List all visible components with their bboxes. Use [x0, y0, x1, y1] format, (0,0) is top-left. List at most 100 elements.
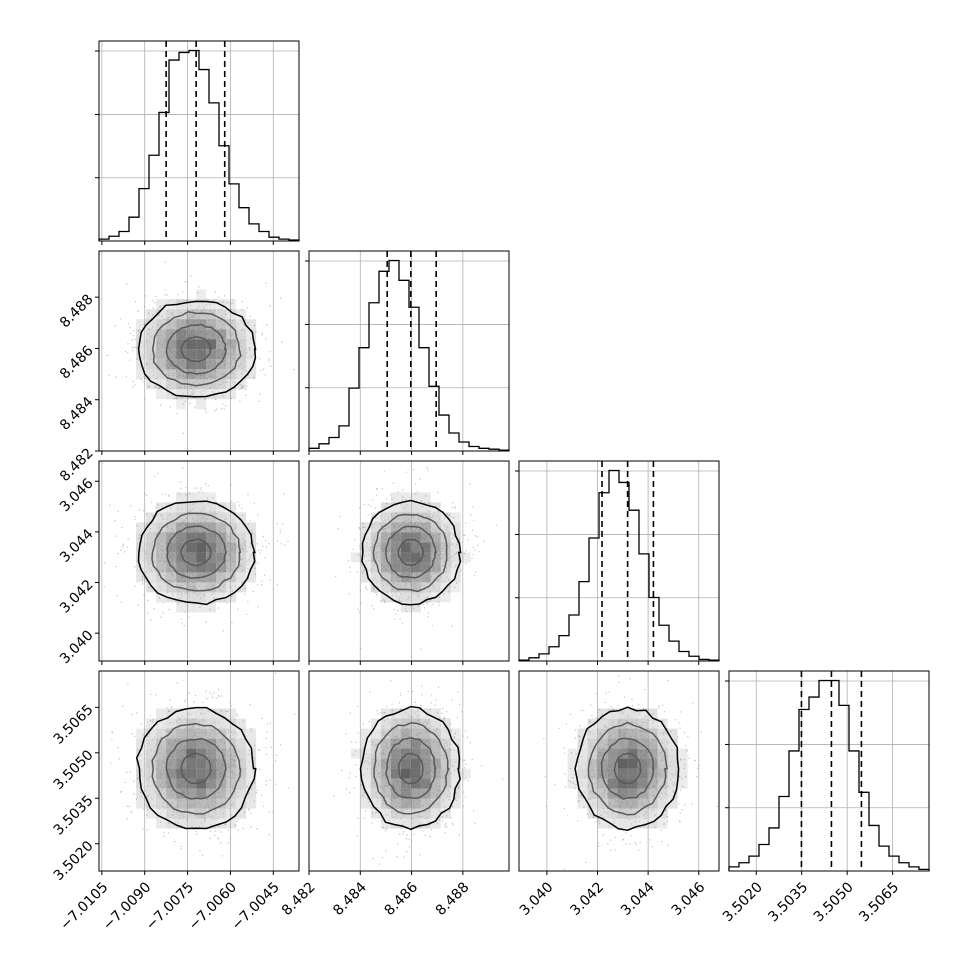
density-cell: [410, 552, 421, 563]
density-cell: [166, 349, 177, 360]
density-cell: [390, 522, 401, 533]
density-cell: [410, 788, 421, 799]
density-cell: [597, 798, 608, 809]
density-cell: [186, 798, 197, 809]
density-cell: [156, 738, 167, 749]
density-cell: [146, 349, 157, 360]
density-cell: [440, 592, 451, 603]
density-cell: [420, 542, 431, 553]
density-cell: [206, 369, 217, 380]
y-tick-label: 3.044: [57, 526, 97, 566]
density-cell: [146, 798, 157, 809]
density-cell: [226, 582, 237, 593]
density-cell: [430, 818, 441, 829]
density-cell: [146, 718, 157, 729]
density-cell: [226, 748, 237, 759]
density-cell: [146, 778, 157, 789]
density-cell: [390, 492, 401, 503]
density-cell: [657, 778, 668, 789]
density-cell: [226, 389, 237, 400]
contour-level-3: [137, 500, 256, 606]
density-cell: [206, 778, 217, 789]
density-cell: [216, 502, 227, 513]
density-cell: [216, 592, 227, 603]
density-cell: [390, 748, 401, 759]
contour-level-0: [180, 336, 213, 363]
density-cell: [186, 582, 197, 593]
density-cell: [420, 768, 431, 779]
density-cell: [410, 728, 421, 739]
density-cell: [410, 582, 421, 593]
density-cell: [246, 359, 257, 370]
density-cell: [667, 728, 678, 739]
density-cell: [236, 522, 247, 533]
density-cell: [176, 339, 187, 350]
density-cell: [450, 778, 461, 789]
density-cell: [166, 818, 177, 829]
density-cell: [176, 512, 187, 523]
density-cell: [380, 522, 391, 533]
density-cell: [196, 582, 207, 593]
density-cell: [390, 532, 401, 543]
density-cell: [420, 728, 431, 739]
density-cell: [206, 758, 217, 769]
density-cell: [410, 502, 421, 513]
density-cell: [567, 778, 578, 789]
density-cell: [420, 758, 431, 769]
density-cell: [226, 502, 237, 513]
density-cell: [176, 329, 187, 340]
density-cell: [430, 582, 441, 593]
density-cell: [166, 522, 177, 533]
density-cell: [166, 572, 177, 583]
density-cell: [637, 748, 648, 759]
density-cell: [400, 492, 411, 503]
density-cell: [360, 728, 371, 739]
density-cell: [637, 778, 648, 789]
contour-level-3: [359, 705, 461, 831]
density-cell: [597, 788, 608, 799]
y-tick-label: 3.040: [57, 627, 97, 667]
density-cell: [206, 768, 217, 779]
density-cell: [420, 572, 431, 583]
density-cell: [246, 522, 257, 533]
density-cell: [176, 808, 187, 819]
density-cell: [236, 542, 247, 553]
density-cell: [597, 808, 608, 819]
density-cell: [216, 359, 227, 370]
density-cell: [166, 798, 177, 809]
density-cell: [196, 738, 207, 749]
x-tick-label: 3.042: [567, 879, 607, 919]
density-cell: [166, 552, 177, 563]
density-cell: [136, 369, 147, 380]
density-cell: [176, 718, 187, 729]
density-cell: [360, 572, 371, 583]
density-cell: [637, 808, 648, 819]
density-cell: [380, 778, 391, 789]
panel-3-2: 3.040 3.042 3.044 3.046: [517, 670, 720, 919]
density-cell: [677, 778, 688, 789]
density-cell: [136, 788, 147, 799]
density-cell: [440, 572, 451, 583]
density-cell: [166, 319, 177, 330]
contour-level-0: [397, 752, 424, 785]
density-cell: [156, 718, 167, 729]
density-cell: [637, 768, 648, 779]
density-cell: [176, 309, 187, 320]
density-cell: [410, 778, 421, 789]
density-cell: [567, 768, 578, 779]
density-cell: [390, 542, 401, 553]
density-cell: [410, 738, 421, 749]
contour-level-1: [385, 737, 437, 800]
density-cell: [430, 778, 441, 789]
density-cell: [380, 738, 391, 749]
density-cell: [380, 562, 391, 573]
density-cell: [400, 728, 411, 739]
density-cell: [370, 728, 381, 739]
density-cell: [627, 768, 638, 779]
x-tick-label: 3.5065: [856, 879, 902, 925]
density-cell: [156, 552, 167, 563]
density-cell: [196, 339, 207, 350]
density-cell: [657, 768, 668, 779]
density-cell: [667, 788, 678, 799]
density-cell: [146, 329, 157, 340]
